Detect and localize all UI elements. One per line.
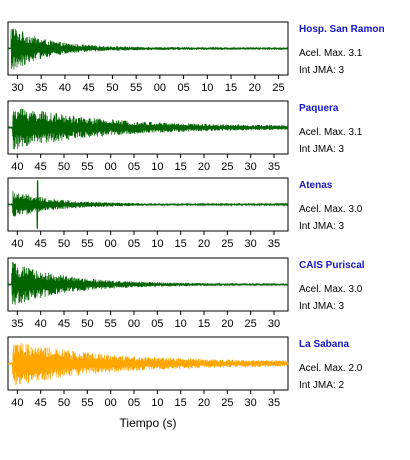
x-tick-label: 40 xyxy=(11,238,23,250)
x-tick-label: 30 xyxy=(245,161,257,173)
x-tick-label: 00 xyxy=(105,238,117,250)
x-tick-label: 45 xyxy=(35,238,47,250)
x-tick-label: 05 xyxy=(128,238,140,250)
jma-intensity-label: Int JMA: 3 xyxy=(299,221,345,232)
station-name: Paquera xyxy=(299,103,339,114)
panel-4: 35 40 45 50 55 00 05 10 15 20 25 30 xyxy=(7,257,289,330)
panel-5: 40 45 50 55 00 05 10 15 20 25 30 35 xyxy=(7,336,289,409)
x-tick-label: 25 xyxy=(221,238,233,250)
x-tick-label: 50 xyxy=(106,82,118,94)
x-tick-label: 10 xyxy=(151,397,163,409)
waveform-series xyxy=(7,261,289,305)
x-tick-label: 25 xyxy=(272,82,284,94)
jma-intensity-label: Int JMA: 3 xyxy=(299,144,345,155)
jma-intensity-label: Int JMA: 3 xyxy=(299,301,345,312)
x-tick-label: 50 xyxy=(81,318,93,330)
x-tick-label: 05 xyxy=(128,397,140,409)
x-tick-label: 15 xyxy=(198,318,210,330)
x-tick-label: 05 xyxy=(128,161,140,173)
x-tick-label: 55 xyxy=(81,238,93,250)
pga-label: Acel. Max. 3.0 xyxy=(299,284,363,295)
station-name: Atenas xyxy=(299,180,333,191)
x-tick-label: 45 xyxy=(58,318,70,330)
x-tick-label: 45 xyxy=(35,161,47,173)
x-tick-label: 00 xyxy=(154,82,166,94)
x-tick-label: 40 xyxy=(59,82,71,94)
x-tick-label: 25 xyxy=(245,318,257,330)
x-axis-title: Tiempo (s) xyxy=(120,416,177,430)
panel-1: 30 35 40 45 50 55 00 05 10 15 20 25 xyxy=(7,21,289,94)
x-tick-label: 05 xyxy=(151,318,163,330)
x-tick-label: 15 xyxy=(175,161,187,173)
x-tick-label: 20 xyxy=(198,161,210,173)
x-tick-label: 20 xyxy=(249,82,261,94)
jma-intensity-label: Int JMA: 3 xyxy=(299,65,345,76)
waveform-series xyxy=(7,180,289,229)
x-tick-label: 00 xyxy=(128,318,140,330)
x-tick-label: 20 xyxy=(198,238,210,250)
x-tick-label: 05 xyxy=(177,82,189,94)
x-tick-label: 50 xyxy=(58,238,70,250)
waveform-series xyxy=(7,108,289,150)
x-tick-label: 35 xyxy=(268,397,280,409)
x-tick-label: 10 xyxy=(201,82,213,94)
x-tick-label: 40 xyxy=(11,161,23,173)
x-tick-label: 10 xyxy=(175,318,187,330)
waveform-series xyxy=(7,28,289,70)
waveform-series xyxy=(7,342,289,386)
x-tick-label: 35 xyxy=(11,318,23,330)
x-tick-label: 50 xyxy=(58,161,70,173)
x-tick-label: 55 xyxy=(81,161,93,173)
x-tick-label: 40 xyxy=(35,318,47,330)
pga-label: Acel. Max. 3.1 xyxy=(299,48,363,59)
x-tick-label: 30 xyxy=(245,238,257,250)
x-tick-label: 00 xyxy=(105,161,117,173)
panel-2: 40 45 50 55 00 05 10 15 20 25 30 35 xyxy=(7,100,289,173)
x-tick-label: 15 xyxy=(175,238,187,250)
x-tick-label: 55 xyxy=(81,397,93,409)
x-tick-label: 40 xyxy=(11,397,23,409)
x-tick-label: 45 xyxy=(83,82,95,94)
x-tick-label: 10 xyxy=(151,238,163,250)
x-tick-label: 20 xyxy=(221,318,233,330)
x-tick-label: 25 xyxy=(221,397,233,409)
x-tick-label: 30 xyxy=(245,397,257,409)
x-tick-label: 55 xyxy=(105,318,117,330)
pga-label: Acel. Max. 2.0 xyxy=(299,363,363,374)
x-tick-label: 00 xyxy=(105,397,117,409)
station-name: CAIS Puriscal xyxy=(299,260,365,271)
x-tick-label: 35 xyxy=(268,161,280,173)
panel-3: 40 45 50 55 00 05 10 15 20 25 30 35 xyxy=(7,177,289,250)
x-tick-label: 30 xyxy=(11,82,23,94)
x-tick-label: 35 xyxy=(268,238,280,250)
x-tick-label: 25 xyxy=(221,161,233,173)
x-tick-label: 15 xyxy=(175,397,187,409)
x-tick-label: 35 xyxy=(35,82,47,94)
x-tick-label: 45 xyxy=(35,397,47,409)
station-name: Hosp. San Ramon xyxy=(299,24,385,35)
x-tick-label: 15 xyxy=(225,82,237,94)
x-tick-label: 30 xyxy=(268,318,280,330)
pga-label: Acel. Max. 3.1 xyxy=(299,127,363,138)
jma-intensity-label: Int JMA: 2 xyxy=(299,380,345,391)
x-tick-label: 50 xyxy=(58,397,70,409)
x-tick-label: 55 xyxy=(130,82,142,94)
x-tick-label: 10 xyxy=(151,161,163,173)
pga-label: Acel. Max. 3.0 xyxy=(299,204,363,215)
x-tick-label: 20 xyxy=(198,397,210,409)
station-name: La Sabana xyxy=(299,339,350,350)
